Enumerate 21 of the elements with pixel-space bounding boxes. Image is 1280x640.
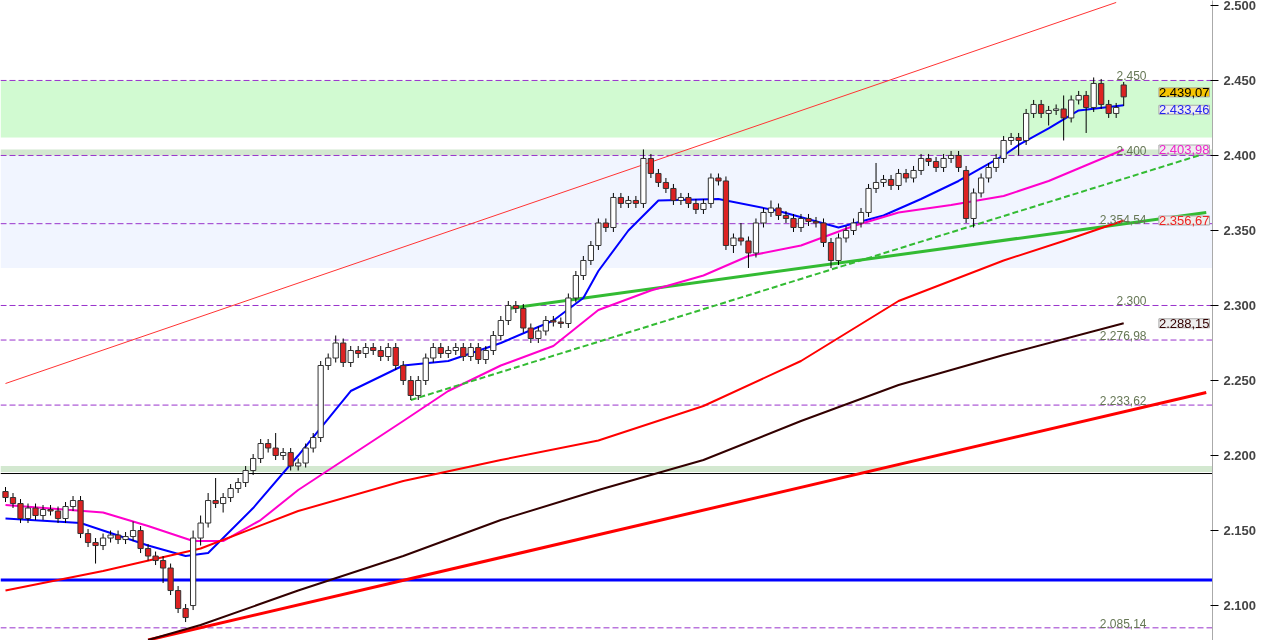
y-tick-label: 2.450 (1223, 72, 1257, 88)
y-tick-label: 2.300 (1223, 298, 1257, 313)
y-tick-label: 2.350 (1223, 222, 1257, 238)
ref-line-label: 2.450 (1116, 69, 1147, 84)
ref-line-label: 2.400 (1116, 144, 1147, 159)
annotation: 2.356,67 (1158, 212, 1210, 228)
ref-line-label: 2.233,62 (1099, 394, 1147, 409)
annotation: 2.439,07 (1158, 84, 1210, 100)
candlestick (1120, 81, 1127, 107)
annotation: 2.403,98 (1158, 142, 1210, 157)
y-tick-label: 2.250 (1223, 373, 1257, 389)
ref-line-label: 2.276,98 (1099, 329, 1147, 344)
annotation: 2.288,15 (1158, 315, 1210, 331)
annotation: 2.433,46 (1158, 102, 1210, 118)
y-tick-label: 2.100 (1223, 598, 1257, 614)
ref-line-label: 2.300 (1116, 294, 1147, 309)
y-tick-label: 2.500 (1223, 0, 1257, 13)
y-tick-label: 2.200 (1223, 448, 1257, 464)
y-tick-label: 2.150 (1223, 523, 1257, 539)
y-tick-label: 2.400 (1223, 147, 1257, 163)
ref-line-label: 2.085,14 (1099, 616, 1147, 631)
